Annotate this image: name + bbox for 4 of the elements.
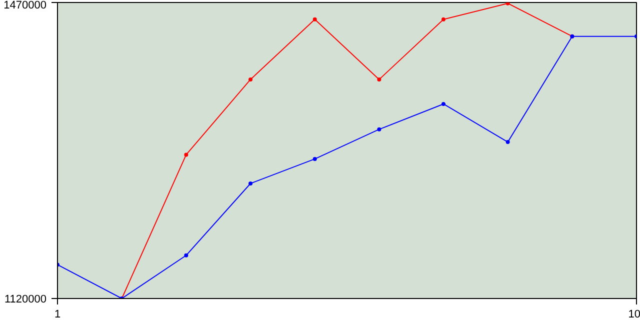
y-tick-label: 1470000 [4,0,47,12]
x-tick-label: 1 [54,308,61,320]
x-tick-label: 10 [628,308,640,320]
y-tick-label: 1120000 [4,294,47,306]
